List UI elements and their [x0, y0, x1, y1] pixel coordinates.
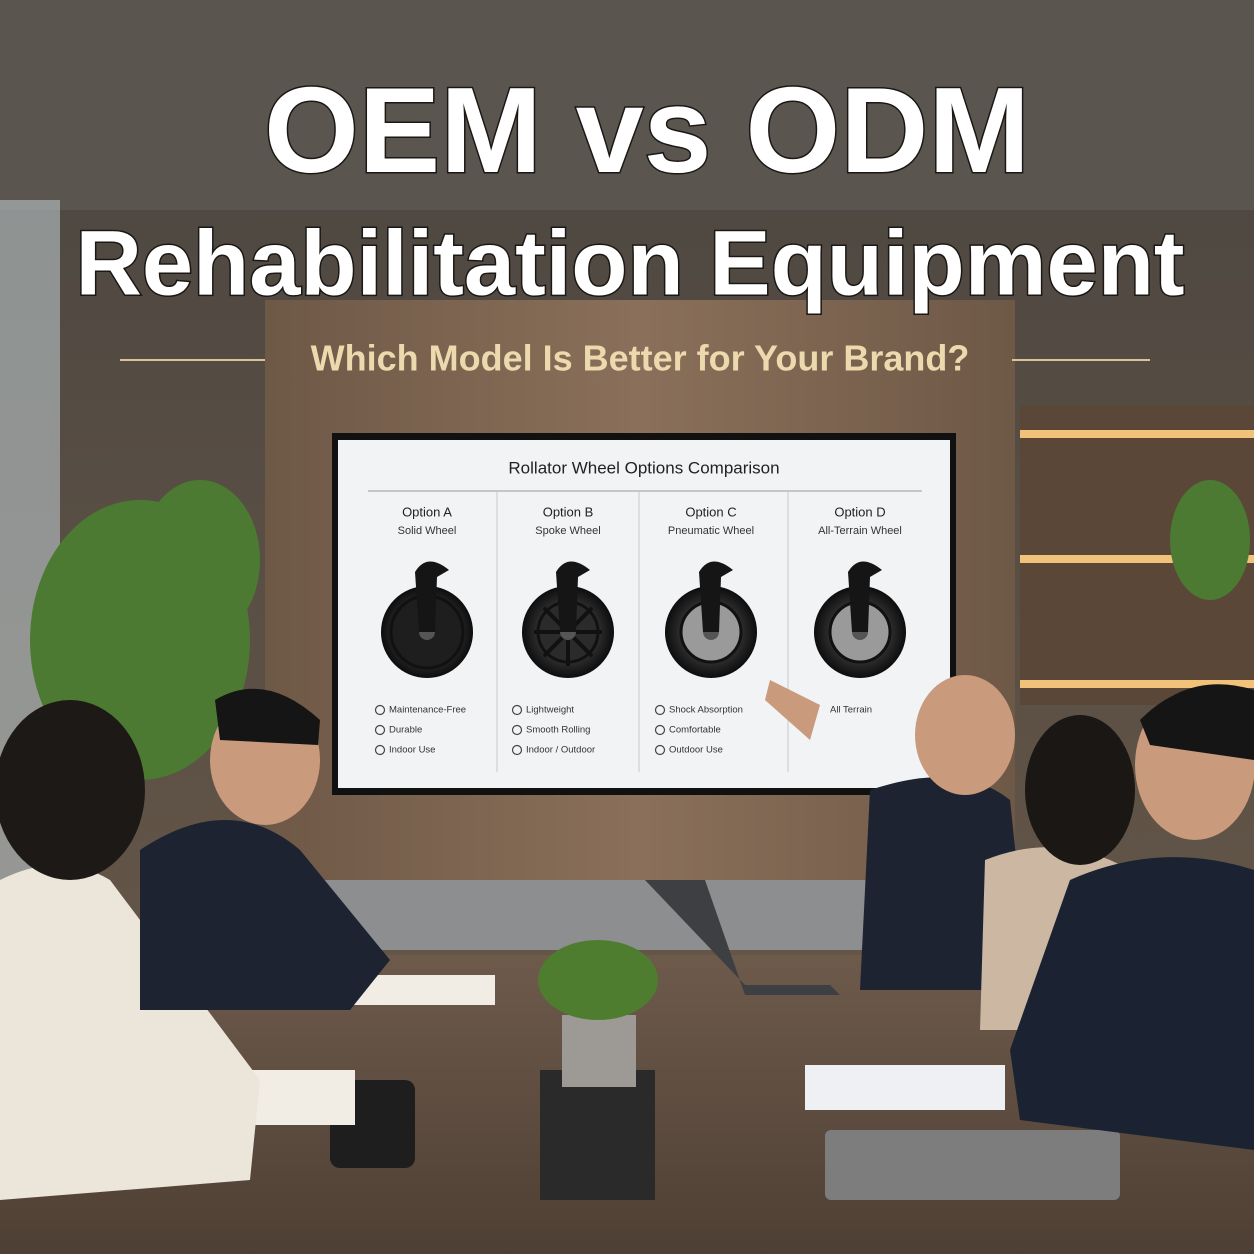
feature: Maintenance-Free — [389, 705, 466, 716]
wheel-fork — [415, 561, 449, 632]
ceiling — [0, 0, 1254, 210]
check-icon — [654, 744, 666, 756]
check-icon — [654, 724, 666, 736]
shelf-light — [1020, 430, 1254, 438]
table-plant — [538, 940, 658, 1020]
feature: All Terrain — [830, 705, 872, 716]
people — [0, 675, 1254, 1200]
feature: Comfortable — [669, 725, 721, 736]
check-icon — [511, 704, 523, 716]
option-type: All-Terrain Wheel — [818, 525, 902, 537]
feature: Durable — [389, 725, 422, 736]
check-icon — [511, 744, 523, 756]
wheel-fork — [556, 561, 590, 632]
feature: Indoor Use — [389, 745, 435, 756]
screen-title: Rollator Wheel Options Comparison — [508, 458, 779, 477]
tagline: Which Model Is Better for Your Brand? — [311, 338, 970, 379]
wheel-fork — [848, 561, 882, 632]
check-icon — [654, 704, 666, 716]
check-icon — [374, 724, 386, 736]
shelf-light — [1020, 680, 1254, 688]
shelf-light — [1020, 555, 1254, 563]
feature: Lightweight — [526, 705, 574, 716]
laptop — [645, 880, 840, 995]
paper — [805, 1065, 1005, 1110]
option-name: Option C — [685, 504, 736, 519]
feature: Indoor / Outdoor — [526, 745, 595, 756]
cable-box — [540, 1070, 655, 1200]
feature: Smooth Rolling — [526, 725, 590, 736]
check-icon — [374, 744, 386, 756]
feature: Shock Absorption — [669, 705, 743, 716]
pot — [562, 1015, 636, 1087]
options: Option A Solid Wheel Maintenance-Free Durab… — [374, 491, 906, 772]
option-type: Pneumatic Wheel — [668, 525, 754, 537]
option-name: Option B — [543, 504, 594, 519]
title: OEM vs ODM — [264, 62, 1030, 198]
feature: Outdoor Use — [669, 745, 723, 756]
option-name: Option D — [834, 504, 885, 519]
cabinet — [320, 880, 880, 950]
option-type: Solid Wheel — [398, 525, 457, 537]
check-icon — [374, 704, 386, 716]
folder — [825, 1130, 1120, 1200]
check-icon — [511, 724, 523, 736]
option-name: Option A — [402, 504, 452, 519]
subtitle: Rehabilitation Equipment — [75, 212, 1184, 314]
wheel-fork — [699, 561, 733, 632]
option-type: Spoke Wheel — [535, 525, 600, 537]
